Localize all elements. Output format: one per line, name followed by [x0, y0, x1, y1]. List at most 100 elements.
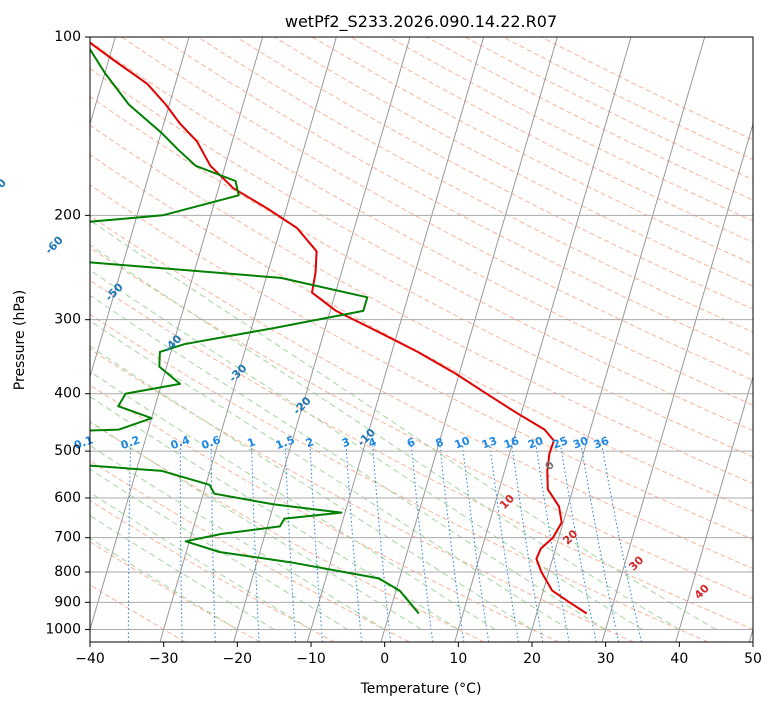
x-tick-label: 20 — [523, 651, 541, 667]
dry-adiabat — [90, 421, 485, 642]
mixing-ratio-label: 3 — [340, 435, 352, 450]
isotherm — [90, 37, 264, 632]
dry-adiabat — [90, 215, 753, 570]
x-tick-label: −10 — [296, 651, 326, 667]
isotherm — [90, 37, 190, 379]
moist-adiabat — [90, 514, 275, 630]
dry-adiabat — [426, 37, 753, 201]
dry-adiabat — [502, 37, 753, 161]
background-lines — [90, 37, 753, 642]
chart-title: wetPf2_S233.2026.090.14.22.R07 — [285, 12, 557, 32]
dry-adiabat — [159, 37, 753, 357]
mixing-ratio-label: 0.2 — [119, 433, 142, 452]
mixing-ratio-label: 36 — [592, 434, 611, 452]
dry-adiabat — [90, 348, 634, 642]
plot-frame — [89, 36, 754, 643]
zero-label: 0 — [542, 458, 557, 473]
x-tick-label: −40 — [75, 651, 105, 667]
y-tick-label: 700 — [54, 530, 81, 546]
isotherm — [380, 37, 558, 642]
mixing-ratio-label: 2 — [304, 435, 316, 450]
x-axis-label: Temperature (°C) — [360, 681, 482, 697]
y-axis-label: Pressure (hPa) — [12, 290, 28, 390]
isotherm — [675, 374, 753, 642]
x-tick-label: −20 — [223, 651, 253, 667]
x-tick-label: 10 — [449, 651, 467, 667]
mixing-ratio-label: 1.5 — [274, 433, 297, 452]
data-lines — [90, 41, 588, 615]
y-tick-label: 300 — [54, 312, 81, 328]
mixing-ratio-line — [372, 445, 391, 642]
mixing-ratio-line — [345, 445, 363, 642]
mixing-ratio-label: 10 — [453, 434, 472, 452]
mixing-ratio-line — [439, 445, 465, 642]
dewpoint-profile — [90, 47, 420, 615]
x-tick-label: 30 — [597, 651, 615, 667]
mixing-ratio-label: 25 — [551, 434, 570, 451]
moist-adiabat — [90, 294, 606, 630]
temperature-profile — [90, 41, 588, 615]
mixing-ratio-label: 6 — [405, 435, 417, 450]
mixing-ratio-line — [179, 445, 183, 642]
mixing-ratio-label: 16 — [502, 434, 521, 452]
dry-adiabat — [90, 460, 410, 642]
x-axis: −40 −30 −20 −10 0 10 20 30 40 50 — [75, 642, 762, 667]
mixing-ratio-line — [580, 445, 620, 642]
isotherm-label: -20 — [290, 394, 313, 417]
isotherm-label: -60 — [43, 233, 66, 256]
dry-adiabat-label: 30 — [626, 553, 646, 573]
moist-adiabat — [90, 370, 496, 630]
dry-adiabat — [464, 37, 753, 181]
dry-adiabat — [90, 96, 753, 458]
dry-adiabat — [350, 37, 753, 243]
x-tick-label: −30 — [149, 651, 179, 667]
moist-adiabat — [90, 269, 643, 630]
mixing-ratio-line — [284, 445, 297, 642]
y-tick-label: 200 — [54, 207, 81, 223]
mixing-ratio-line — [210, 445, 216, 642]
dry-adiabat — [90, 247, 753, 600]
moist-adiabat — [90, 244, 680, 630]
mixing-ratio-label: 0.1 — [72, 433, 95, 452]
mixing-ratio-label: 30 — [571, 434, 590, 452]
dry-adiabat — [90, 184, 753, 541]
isotherm — [306, 37, 485, 642]
y-tick-label: 900 — [54, 594, 81, 610]
dry-adiabat-label: 40 — [692, 582, 712, 602]
dry-adiabat — [235, 37, 753, 310]
dry-adiabat — [90, 68, 753, 432]
mixing-ratio-line — [127, 445, 131, 642]
dry-adiabat — [541, 37, 753, 141]
x-tick-label: 0 — [380, 651, 389, 667]
x-tick-label: 40 — [670, 651, 688, 667]
y-tick-label: 500 — [54, 443, 81, 459]
mixing-ratio-label: 4 — [367, 435, 379, 450]
mixing-ratio-line — [560, 445, 597, 642]
isotherm-label: -40 — [161, 332, 184, 355]
isotherm-label: -50 — [103, 280, 126, 303]
y-tick-label: 600 — [54, 490, 81, 506]
mixing-ratio-label: 20 — [526, 434, 545, 452]
isotherm — [527, 37, 706, 642]
dry-adiabat — [312, 37, 753, 265]
dry-adiabat — [90, 313, 709, 642]
y-axis: 100 200 300 400 500 600 700 800 900 1000 — [45, 29, 90, 637]
isotherm-label: -30 — [226, 361, 249, 384]
isotherm — [233, 37, 411, 642]
dry-adiabat — [90, 384, 559, 642]
y-tick-label: 1000 — [45, 621, 81, 637]
mixing-ratio-line — [601, 445, 642, 642]
mixing-ratio-label: 1 — [246, 435, 258, 450]
moist-adiabat — [90, 491, 312, 630]
y-tick-label: 400 — [54, 386, 81, 402]
mixing-ratio-line — [309, 445, 323, 642]
dry-adiabat — [273, 37, 753, 287]
y-tick-label: 800 — [54, 564, 81, 580]
isotherm-label: -70 — [0, 176, 9, 199]
x-tick-label: 50 — [744, 651, 762, 667]
moist-adiabat — [90, 345, 533, 630]
dry-adiabat — [90, 279, 753, 630]
dry-adiabat — [90, 40, 753, 406]
mixing-ratio-label: 8 — [434, 435, 446, 450]
mixing-ratio-label: 0.6 — [200, 433, 223, 452]
